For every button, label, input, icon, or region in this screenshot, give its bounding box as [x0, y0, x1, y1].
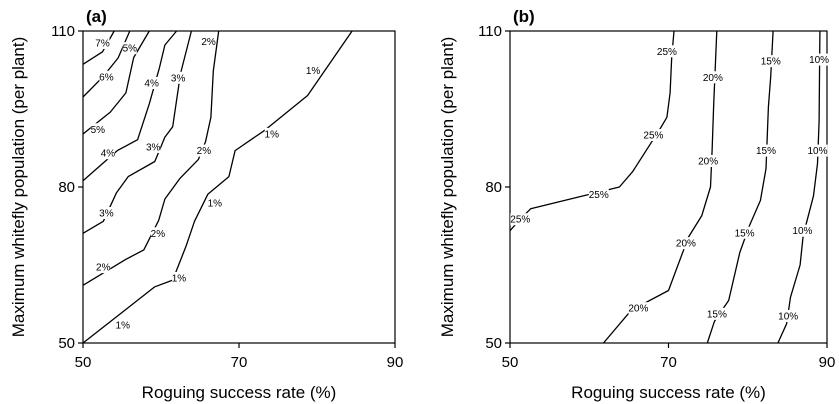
contour-label: 4% [101, 149, 116, 160]
contour-label: 3% [146, 142, 161, 153]
y-axis-title: Maximum whitefly population (per plant) [9, 37, 28, 337]
contour-label: 1% [208, 199, 223, 210]
contour-line-25pct [509, 30, 675, 232]
contour-label: 4% [144, 79, 159, 90]
contour-label-halo [90, 123, 105, 136]
contour-label: 15% [761, 57, 781, 68]
y-tick-label: 110 [478, 23, 502, 40]
contour-label: 20% [698, 157, 718, 168]
contour-label: 25% [643, 131, 663, 142]
contour-line-7pct [82, 30, 115, 65]
y-tick-label: 80 [58, 179, 75, 196]
contour-label: 20% [703, 73, 723, 84]
plot-frame [509, 30, 828, 344]
contour-label: 20% [676, 239, 696, 250]
contour-label-halo [792, 224, 813, 237]
panel-b: 50 70 90 50 80 110 Roguing success rate (%) Max… [438, 7, 835, 402]
contour-label-halo [675, 237, 696, 250]
contour-label: 1% [116, 320, 131, 331]
contour-label: 1% [172, 274, 187, 285]
contour-label-halo [698, 155, 719, 167]
contour-label: 7% [95, 38, 110, 49]
contour-label-halo [760, 55, 781, 68]
contour-label-halo [643, 129, 664, 141]
contour-label-halo [115, 318, 130, 331]
contour-label-halo [807, 144, 828, 157]
contour-label: 2% [201, 37, 216, 48]
x-axis-title: Roguing success rate (%) [142, 383, 337, 402]
contour-label: 1% [306, 66, 321, 77]
y-axis-title: Maximum whitefly population (per plant) [438, 37, 457, 337]
contour-label-halo [306, 64, 321, 77]
contour-label-halo [755, 144, 776, 157]
contour-label-halo [144, 77, 159, 89]
contour-label: 25% [589, 190, 609, 201]
x-tick-label: 50 [502, 354, 519, 371]
contour-line-1pct [82, 30, 353, 344]
x-axis-title: Roguing success rate (%) [571, 383, 766, 402]
contour-label: 2% [197, 146, 212, 157]
contour-label-halo [809, 53, 830, 66]
contour-label: 25% [510, 215, 530, 226]
contour-label: 5% [123, 44, 138, 55]
contour-label: 20% [628, 304, 648, 315]
x-tick-label: 70 [660, 354, 677, 371]
contour-label: 15% [707, 309, 727, 320]
panel-label: (b) [513, 7, 535, 26]
contour-label-halo [150, 227, 165, 240]
y-tick-label: 110 [51, 23, 75, 40]
contour-line-2pct [82, 30, 220, 286]
contour-label: 25% [657, 47, 677, 58]
contour-label-halo [99, 207, 114, 219]
contour-label-halo [96, 261, 111, 274]
contour-line-10pct [777, 30, 821, 344]
contour-label-halo [706, 307, 727, 320]
contour-label-halo [510, 213, 531, 226]
contour-label: 10% [807, 146, 827, 157]
y-tick-label: 50 [485, 335, 502, 352]
panel-label: (a) [86, 7, 107, 26]
y-tick-label: 80 [485, 179, 502, 196]
contour-label-halo [171, 272, 186, 284]
contour-label-halo [264, 127, 279, 140]
contour-label-halo [99, 70, 114, 83]
x-tick-label: 50 [75, 354, 92, 371]
contour-line-20pct [603, 30, 718, 344]
contour-label: 3% [99, 209, 114, 220]
contour-label-halo [95, 36, 110, 49]
panel-a: 50 70 90 50 80 110 Roguing success rate (%) Max… [9, 7, 403, 402]
contour-line-5pct [82, 30, 150, 135]
contour-label-halo [778, 309, 799, 322]
contour-label-halo [702, 71, 723, 84]
contour-label-halo [588, 188, 609, 201]
x-tick-label: 70 [231, 354, 248, 371]
contour-label-halo [656, 45, 677, 58]
x-tick-label: 90 [387, 354, 404, 371]
contour-label: 3% [171, 73, 186, 84]
contour-label: 6% [99, 72, 114, 83]
contour-label-halo [201, 35, 216, 48]
contour-label-halo [122, 42, 137, 55]
contour-label: 1% [265, 129, 280, 140]
contour-label: 15% [756, 146, 776, 157]
contour-label-halo [171, 71, 186, 84]
contour-label-halo [628, 302, 649, 315]
contour-label: 10% [792, 226, 812, 237]
contour-label: 2% [96, 263, 111, 274]
contour-label: 5% [91, 125, 106, 136]
contour-label: 10% [809, 55, 829, 66]
contour-label-halo [100, 147, 115, 160]
contour-label: 2% [151, 229, 166, 240]
contour-label-halo [207, 197, 222, 210]
contour-label-halo [146, 140, 161, 153]
contour-label: 15% [735, 228, 755, 239]
y-tick-label: 50 [58, 335, 75, 352]
contour-line-4pct [82, 30, 178, 182]
x-tick-label: 90 [819, 354, 836, 371]
contour-label-halo [734, 226, 755, 239]
contour-label-halo [196, 144, 211, 157]
contour-label: 10% [778, 311, 798, 322]
